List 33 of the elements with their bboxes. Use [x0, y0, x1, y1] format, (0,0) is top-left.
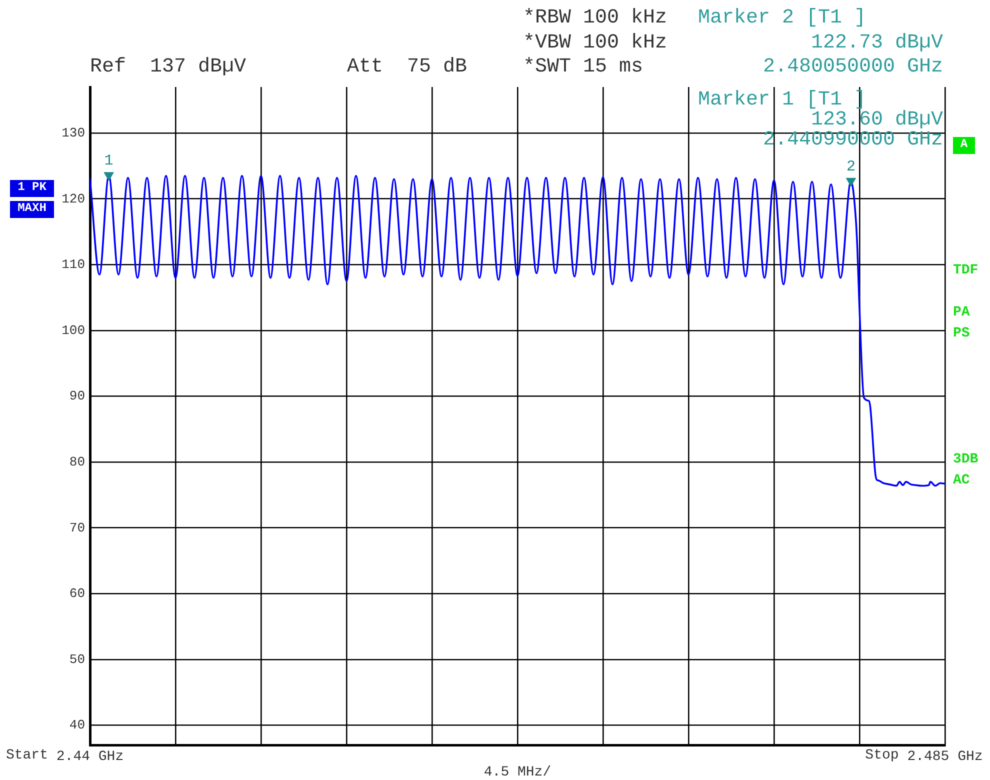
text: *VBW 100 kHz — [523, 31, 668, 54]
text: Start — [6, 748, 48, 764]
text: Stop — [865, 748, 899, 764]
y-tick-label: 80 — [69, 454, 85, 470]
x-axis-title: 4.5 MHz/ — [484, 764, 552, 780]
text: *RBW 100 kHz — [523, 6, 668, 30]
text: MAXH — [10, 201, 54, 218]
text: Att 75 dB — [347, 55, 468, 78]
text: A — [953, 137, 975, 154]
y-tick-label: 60 — [69, 586, 85, 602]
y-tick-label: 70 — [69, 520, 85, 536]
x-tick-label: 2.485 GHz — [907, 749, 983, 766]
annotation: 1 — [104, 152, 114, 170]
y-tick-label: 50 — [69, 652, 85, 667]
text: AC — [953, 472, 970, 489]
y-tick-label: 120 — [62, 191, 85, 206]
text: 122.73 dBµV — [810, 31, 943, 54]
text: 1 PK — [10, 180, 54, 197]
text: PA — [953, 304, 970, 321]
text: Ref 137 dBµV — [90, 55, 246, 78]
annotation: 2 — [846, 158, 856, 176]
text: Marker 2 [T1 ] — [698, 6, 866, 30]
text: *SWT 15 ms — [523, 55, 644, 78]
y-tick-label: 130 — [62, 125, 85, 140]
text: TDF — [953, 262, 978, 279]
x-tick-label: 2.44 GHz — [56, 749, 124, 766]
y-tick-label: 100 — [62, 322, 85, 338]
y-tick-label: 110 — [62, 257, 85, 272]
text: 2.480050000 GHz — [762, 55, 943, 78]
text: 3DB — [953, 452, 979, 468]
y-tick-label: 40 — [69, 718, 85, 733]
text: PS — [953, 326, 970, 342]
y-tick-label: 90 — [69, 388, 85, 404]
